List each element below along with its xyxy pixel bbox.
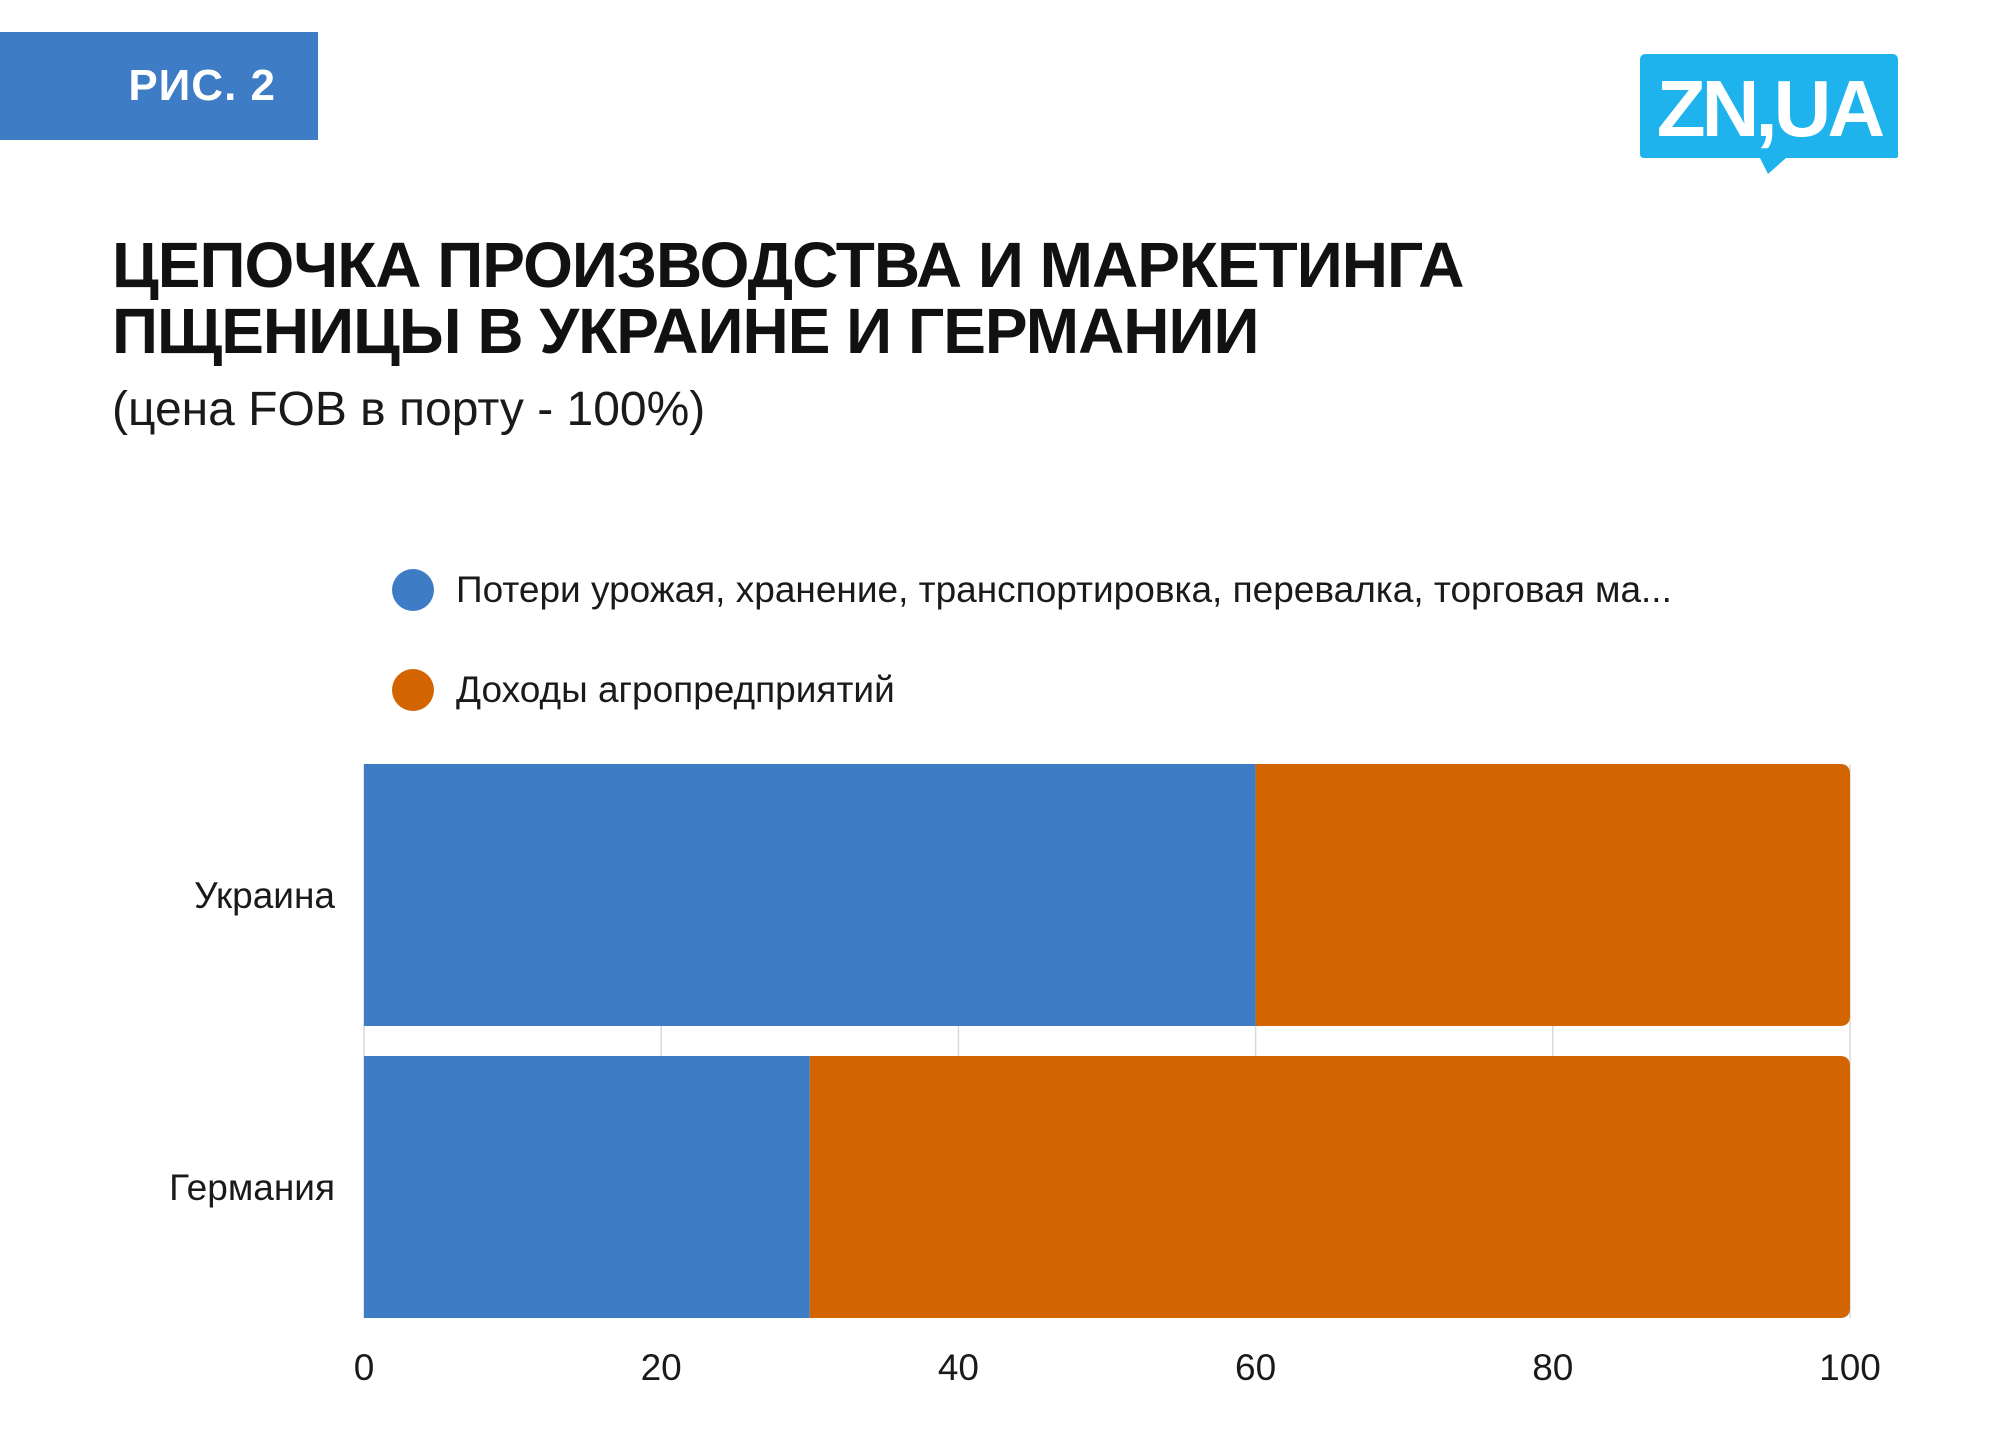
bar-1-series-2: [1255, 764, 1850, 1026]
zn-ua-logo: ZN,UA: [1640, 54, 1898, 174]
chart-title-line-2: ПЩЕНИЦЫ В УКРАИНЕ И ГЕРМАНИИ: [112, 295, 1260, 367]
chart-subtitle: (цена FOB в порту - 100%): [112, 383, 706, 436]
chart-legend: Потери урожая, хранение, транспортировка…: [392, 560, 1812, 760]
x-tick-label-0: 0: [354, 1347, 375, 1388]
figure-label-badge: РИС. 2: [0, 32, 318, 140]
x-tick-label-20: 20: [641, 1347, 682, 1388]
category-label-2: Германия: [169, 1167, 335, 1208]
bar-2-series-1: [364, 1056, 810, 1318]
x-tick-label-40: 40: [938, 1347, 979, 1388]
legend-item-losses: Потери урожая, хранение, транспортировка…: [392, 560, 1812, 620]
chart-title: ЦЕПОЧКА ПРОИЗВОДСТВА И МАРКЕТИНГА ПЩЕНИЦ…: [112, 232, 1812, 364]
x-tick-label-60: 60: [1235, 1347, 1276, 1388]
bar-2-series-2: [809, 1056, 1850, 1318]
speech-bubble-logo-icon: [1640, 54, 1898, 174]
figure-label: РИС. 2: [128, 61, 276, 110]
logo-text: ZN,UA: [1657, 64, 1884, 153]
legend-dot-income: [392, 669, 434, 711]
chart-title-line-1: ЦЕПОЧКА ПРОИЗВОДСТВА И МАРКЕТИНГА: [112, 229, 1464, 301]
legend-dot-losses: [392, 569, 434, 611]
legend-item-income: Доходы агропредприятий: [392, 660, 1812, 720]
bar-1-series-1: [364, 764, 1256, 1026]
category-label-1: Украина: [194, 875, 335, 916]
x-tick-label-80: 80: [1532, 1347, 1573, 1388]
x-tick-label-100: 100: [1819, 1347, 1881, 1388]
